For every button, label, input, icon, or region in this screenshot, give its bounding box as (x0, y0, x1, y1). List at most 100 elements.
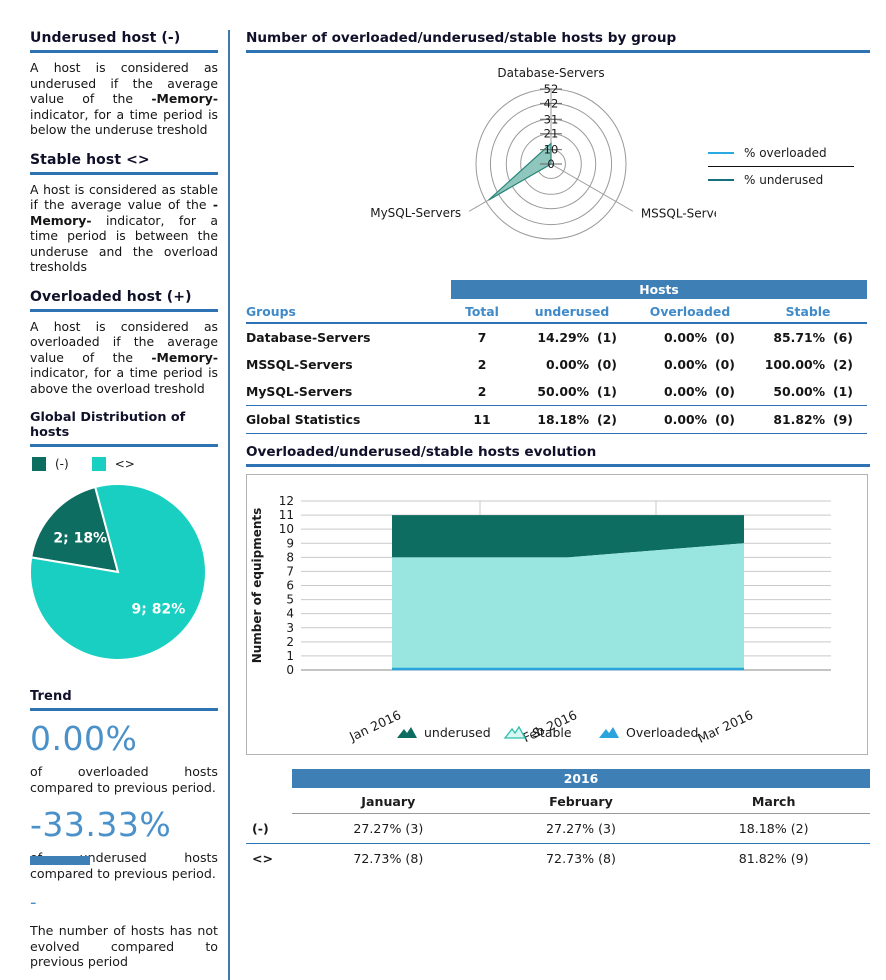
table-row-cell: MSSQL-Servers (246, 357, 353, 372)
table-row-cell: (2) (833, 357, 853, 372)
svg-text:underused: underused (424, 725, 491, 740)
definition-title: Underused host (-) (30, 30, 181, 46)
table-row-cell: (6) (833, 330, 853, 345)
global-statistics-row-cell: 81.82% (773, 412, 825, 427)
col-header-underused: underused (534, 304, 610, 319)
svg-text:6: 6 (286, 579, 294, 593)
trend-section: Trend 0.00% of overloaded hosts compared… (30, 689, 218, 970)
trend-title: Trend (30, 689, 72, 704)
svg-text:12: 12 (279, 494, 294, 508)
radar-legend-label: % overloaded (744, 146, 827, 160)
svg-text:42: 42 (544, 96, 559, 110)
global-statistics-row-cell: (0) (715, 412, 735, 427)
svg-text:52: 52 (544, 82, 559, 96)
svg-text:9: 9 (286, 536, 294, 550)
table-row-cell: Database-Servers (246, 330, 371, 345)
hosts-trend-value: - (30, 891, 37, 913)
definition-stable: Stable host <> A host is considered as s… (30, 152, 218, 275)
svg-text:Jan 2016: Jan 2016 (346, 707, 403, 744)
global-statistics-row-cell: 18.18% (537, 412, 589, 427)
table-row-cell: (1) (597, 384, 617, 399)
heading-rule (30, 308, 218, 312)
table-row-cell: 14.29% (537, 330, 589, 345)
table-row-cell: MySQL-Servers (246, 384, 353, 399)
table-row-cell: (0) (715, 357, 735, 372)
global-statistics-row-cell: (9) (833, 412, 853, 427)
svg-text:Number of equipments: Number of equipments (250, 508, 264, 664)
radar-legend-overloaded: % overloaded (708, 140, 868, 166)
underused-line-icon (708, 179, 734, 181)
radar-legend-underused: % underused (708, 167, 868, 193)
col-header-overloaded: Overloaded (649, 304, 731, 319)
table-row-cell: 50.00% (537, 384, 589, 399)
svg-text:0: 0 (547, 157, 554, 171)
svg-text:11: 11 (279, 508, 294, 522)
pie-legend-label: <> (114, 457, 135, 471)
svg-text:MySQL-Servers: MySQL-Servers (370, 206, 461, 220)
year-band: 2016 (292, 769, 870, 788)
table-row-cell: 0.00% (546, 357, 589, 372)
col-header-stable: Stable (785, 304, 831, 319)
global-statistics-row-cell: (2) (597, 412, 617, 427)
heading-rule (30, 444, 218, 447)
pie-legend: (-) <> (32, 457, 218, 471)
definition-text: A host is considered as stable if the av… (30, 181, 218, 275)
svg-text:9; 82%: 9; 82% (132, 602, 186, 618)
col-header-february: February (549, 794, 613, 809)
table-rule (246, 433, 867, 434)
table-row-cell: (1) (597, 330, 617, 345)
sidebar: Underused host (-) A host is considered … (28, 30, 230, 980)
col-header-march: March (751, 794, 796, 809)
table-row-cell: 72.73% (8) (353, 851, 424, 866)
table-rule (246, 322, 867, 324)
hosts-trend-text: The number of hosts has not evolved comp… (30, 922, 218, 970)
svg-text:MSSQL-Servers: MSSQL-Servers (641, 206, 716, 220)
radar-section-title: Number of overloaded/underused/stable ho… (246, 30, 677, 46)
table-rule (246, 843, 870, 844)
empty-cell (246, 788, 292, 813)
global-statistics-row-cell: 11 (473, 412, 491, 427)
col-header-total: Total (465, 304, 499, 319)
table-row-cell: (1) (833, 384, 853, 399)
heading-rule (246, 464, 870, 467)
evolution-chart-frame: 0 1 2 3 4 5 6 7 8 9 10 11 12 Jan 2016 Feb 2016 Mar 2016… (246, 474, 868, 755)
definition-text: A host is considered as underused if the… (30, 60, 218, 137)
svg-text:10: 10 (279, 522, 294, 536)
definition-title: Overloaded host (+) (30, 288, 192, 305)
overloaded-line-icon (708, 152, 734, 154)
table-row-cell: 81.82% (9) (738, 851, 809, 866)
overloaded-trend-value: 0.00% (30, 719, 138, 758)
table-row-cell: (0) (597, 357, 617, 372)
svg-text:0: 0 (286, 663, 294, 677)
underused-swatch-icon (32, 457, 46, 471)
table-rule (246, 405, 867, 406)
radar-legend-label: % underused (744, 173, 824, 187)
hosts-table: Hosts Groups Total underused Overloaded … (246, 280, 870, 434)
next-section-bar (30, 856, 90, 865)
empty-cell (246, 769, 292, 788)
definition-underused: Underused host (-) A host is considered … (30, 30, 218, 138)
heading-rule (30, 171, 218, 175)
svg-text:4: 4 (286, 607, 294, 621)
heading-rule (246, 50, 870, 53)
pie-legend-label: (-) (55, 457, 69, 471)
heading-rule (30, 50, 218, 53)
table-row-cell: 0.00% (664, 330, 707, 345)
table-row-cell: 7 (477, 330, 487, 345)
svg-text:Overloaded: Overloaded (626, 725, 698, 740)
svg-text:2; 18%: 2; 18% (53, 531, 107, 547)
radar-legend: % overloaded % underused (708, 140, 868, 193)
global-distribution-section: Global Distribution of hosts (-) <> 2; 1… (28, 410, 218, 675)
underused-trend-value: -33.33% (30, 805, 172, 845)
months-table: 2016 January February March (-) 27.27% (3… (246, 769, 870, 873)
svg-text:Stable: Stable (532, 725, 572, 740)
overloaded-trend-text: of overloaded hosts compared to previous… (30, 764, 218, 795)
svg-text:7: 7 (286, 564, 294, 578)
global-statistics-row-cell: 0.00% (664, 412, 707, 427)
table-row-cell: 0.00% (664, 384, 707, 399)
col-header-january: January (361, 794, 416, 809)
hosts-band: Hosts (451, 280, 867, 299)
table-row-cell: 2 (477, 384, 487, 399)
